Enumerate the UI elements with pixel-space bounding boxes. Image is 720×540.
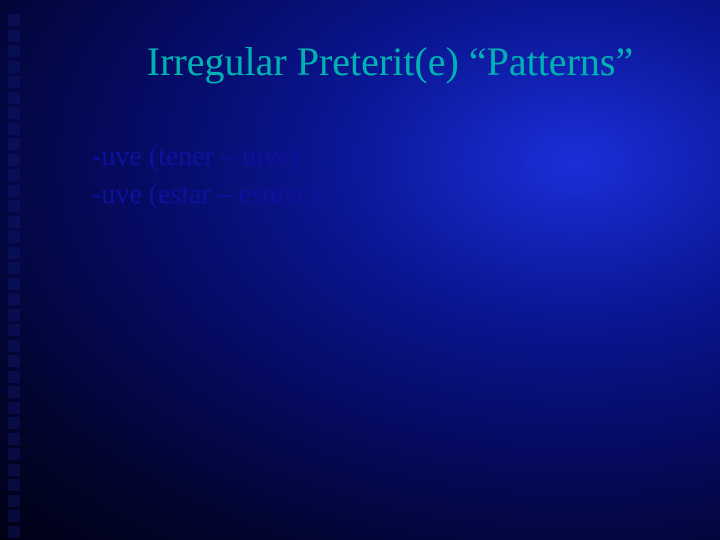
decor-square	[8, 123, 20, 135]
decor-square	[8, 433, 20, 445]
decor-square	[8, 464, 20, 476]
body-line: -uve (estar – estuve)	[92, 176, 320, 214]
decor-square	[8, 309, 20, 321]
decor-square	[8, 107, 20, 119]
decor-square	[8, 526, 20, 538]
decor-square	[8, 154, 20, 166]
decor-square	[8, 14, 20, 26]
slide-body: -uve (tener – tuve) -uve (estar – estuve…	[92, 138, 320, 214]
decor-square	[8, 200, 20, 212]
slide-title: Irregular Preterit(e) “Patterns”	[0, 38, 720, 85]
decor-square	[8, 185, 20, 197]
decor-square	[8, 417, 20, 429]
decor-square	[8, 448, 20, 460]
decor-square	[8, 231, 20, 243]
slide: Irregular Preterit(e) “Patterns” -uve (t…	[0, 0, 720, 540]
decor-square	[8, 510, 20, 522]
decor-square	[8, 324, 20, 336]
decor-square	[8, 278, 20, 290]
decor-square	[8, 479, 20, 491]
left-square-decor	[8, 14, 20, 538]
decor-square	[8, 386, 20, 398]
decor-square	[8, 495, 20, 507]
body-line: -uve (tener – tuve)	[92, 138, 320, 176]
decor-square	[8, 92, 20, 104]
decor-square	[8, 247, 20, 259]
decor-square	[8, 216, 20, 228]
decor-square	[8, 340, 20, 352]
decor-square	[8, 293, 20, 305]
decor-square	[8, 371, 20, 383]
decor-square	[8, 138, 20, 150]
decor-square	[8, 169, 20, 181]
decor-square	[8, 402, 20, 414]
decor-square	[8, 262, 20, 274]
decor-square	[8, 355, 20, 367]
